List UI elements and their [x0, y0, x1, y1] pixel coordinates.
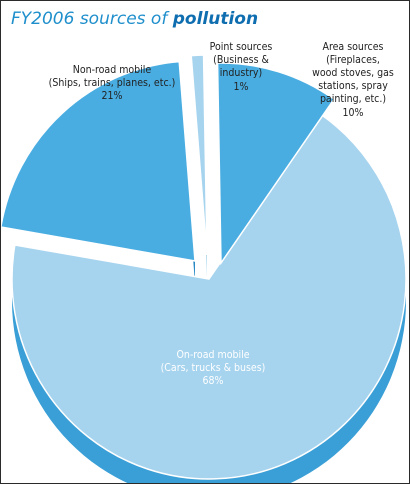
slice-detail-point-line1: (Business & — [213, 54, 269, 66]
slice-detail-area-line1: (Fireplaces, — [326, 54, 380, 66]
slice-non-road — [1, 60, 196, 262]
slice-point — [190, 54, 208, 256]
chart-title: FY2006 sources of pollution — [11, 9, 258, 29]
slice-label-non-road: Non-road mobile — [73, 64, 152, 76]
slice-detail-area-line3: stations, spray — [318, 80, 388, 92]
chart-title-emphasis: pollution — [172, 9, 259, 29]
slice-label-area: Area sources — [323, 41, 384, 53]
slice-label-point: Point sources — [210, 41, 273, 53]
slice-on-road — [11, 114, 407, 480]
slice-detail-non-road: (Ships, trains, planes, etc.) — [49, 77, 176, 89]
slice-detail-area-line2: wood stoves, gas — [312, 67, 394, 79]
pie-slices — [1, 54, 407, 480]
slice-area — [216, 62, 336, 266]
slice-label-on-road: On-road mobile — [176, 349, 249, 361]
slice-value-area: 10% — [343, 107, 364, 119]
chart-title-prefix: FY2006 sources of — [11, 9, 168, 29]
slice-value-point: 1% — [234, 81, 249, 93]
slice-detail-point-line2: industry) — [220, 67, 262, 79]
slice-value-on-road: 68% — [203, 375, 224, 387]
slice-detail-area-line4: painting, etc.) — [320, 93, 386, 105]
slice-value-non-road: 21% — [102, 90, 123, 102]
slice-detail-on-road: (Cars, trucks & buses) — [161, 362, 266, 374]
